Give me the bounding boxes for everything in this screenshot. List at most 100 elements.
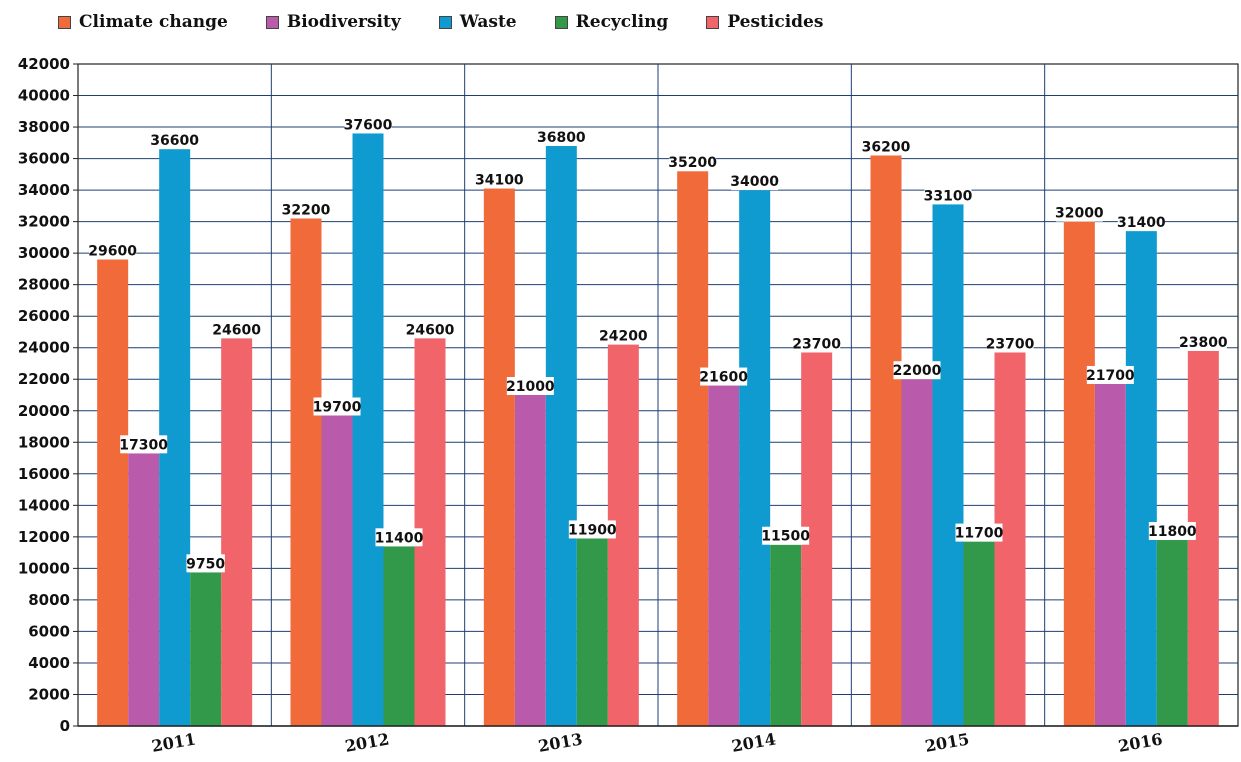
bar bbox=[97, 259, 129, 726]
data-label: 24600 bbox=[406, 322, 455, 338]
bar bbox=[128, 453, 160, 726]
data-label: 19700 bbox=[313, 399, 362, 415]
y-tick-label: 4000 bbox=[28, 654, 70, 672]
y-tick-label: 34000 bbox=[18, 181, 70, 199]
bar bbox=[770, 544, 802, 726]
bar bbox=[221, 338, 253, 726]
data-label: 21000 bbox=[506, 379, 555, 395]
y-tick-label: 32000 bbox=[18, 213, 70, 231]
data-label: 22000 bbox=[893, 363, 942, 379]
y-tick-label: 36000 bbox=[18, 150, 70, 168]
legend-label-biodiversity: Biodiversity bbox=[286, 12, 401, 32]
legend-swatch-waste bbox=[438, 15, 452, 29]
data-label: 11800 bbox=[1148, 524, 1197, 540]
data-label-bg bbox=[313, 397, 361, 416]
legend-label-recycling: Recycling bbox=[575, 12, 669, 32]
y-tick-label: 40000 bbox=[18, 87, 70, 105]
data-label: 11400 bbox=[375, 530, 424, 546]
legend-label-climate-change: Climate change bbox=[79, 12, 228, 32]
data-label: 37600 bbox=[344, 117, 393, 133]
bar bbox=[901, 379, 933, 726]
bar bbox=[677, 171, 709, 726]
y-tick-label: 38000 bbox=[18, 118, 70, 136]
data-label: 33100 bbox=[924, 188, 973, 204]
data-label: 17300 bbox=[119, 437, 168, 453]
data-label: 36800 bbox=[537, 130, 586, 146]
bar bbox=[1094, 383, 1126, 726]
data-label: 24200 bbox=[599, 329, 648, 345]
data-label: 21600 bbox=[699, 370, 748, 386]
y-tick-label: 14000 bbox=[18, 496, 70, 514]
data-label-bg bbox=[344, 115, 392, 134]
data-label-bg bbox=[1148, 522, 1196, 541]
y-tick-label: 42000 bbox=[18, 55, 70, 73]
data-label: 23700 bbox=[792, 336, 841, 352]
data-label-bg bbox=[924, 186, 972, 205]
data-label-bg bbox=[537, 127, 585, 146]
data-label-bg bbox=[986, 334, 1034, 353]
data-label-bg bbox=[120, 435, 168, 454]
bar bbox=[290, 218, 322, 726]
data-label: 34000 bbox=[730, 174, 779, 190]
y-tick-label: 6000 bbox=[28, 622, 70, 640]
data-label-bg bbox=[375, 528, 423, 547]
bar bbox=[576, 538, 608, 726]
legend-item-recycling: Recycling bbox=[554, 12, 669, 32]
data-label: 36200 bbox=[862, 139, 911, 155]
data-label: 35200 bbox=[668, 155, 717, 171]
y-tick-label: 12000 bbox=[18, 528, 70, 546]
data-label-bg bbox=[793, 334, 841, 353]
y-tick-label: 20000 bbox=[18, 402, 70, 420]
data-label: 9750 bbox=[186, 556, 225, 572]
y-tick-label: 8000 bbox=[28, 591, 70, 609]
data-label-bg bbox=[1086, 365, 1134, 384]
bar bbox=[321, 415, 353, 726]
legend-swatch-recycling bbox=[554, 15, 568, 29]
data-label-bg bbox=[151, 131, 199, 150]
data-label: 24600 bbox=[212, 322, 261, 338]
legend-swatch-biodiversity bbox=[265, 15, 279, 29]
data-label: 31400 bbox=[1117, 215, 1166, 231]
data-label-bg bbox=[89, 241, 137, 260]
bar bbox=[963, 541, 995, 726]
data-label: 11500 bbox=[761, 529, 810, 545]
bar bbox=[1125, 231, 1157, 727]
bar bbox=[932, 204, 964, 726]
data-label: 32200 bbox=[282, 202, 331, 218]
x-tick-label: 2013 bbox=[537, 729, 584, 755]
bar bbox=[190, 572, 222, 726]
y-tick-label: 30000 bbox=[18, 244, 70, 262]
x-tick-label: 2015 bbox=[923, 729, 970, 755]
data-label-bg bbox=[700, 367, 748, 386]
x-tick-label: 2016 bbox=[1117, 729, 1164, 755]
bar bbox=[545, 145, 577, 726]
data-label: 29600 bbox=[88, 243, 137, 259]
data-label-bg bbox=[213, 320, 261, 339]
data-label-bg bbox=[599, 326, 647, 345]
data-label: 32000 bbox=[1055, 206, 1104, 222]
bar bbox=[870, 155, 902, 726]
data-label-bg bbox=[506, 377, 554, 395]
data-label-bg bbox=[1117, 213, 1165, 232]
legend-label-pesticides: Pesticides bbox=[727, 12, 824, 32]
data-label-bg bbox=[1179, 332, 1227, 351]
y-tick-label: 2000 bbox=[28, 685, 70, 703]
y-tick-label: 28000 bbox=[18, 276, 70, 294]
legend: Climate change Biodiversity Waste Recycl… bbox=[58, 8, 861, 36]
legend-swatch-pesticides bbox=[706, 15, 720, 29]
data-label: 23800 bbox=[1179, 335, 1228, 351]
bar bbox=[739, 190, 771, 727]
bar bbox=[708, 385, 740, 726]
bar bbox=[1063, 221, 1095, 726]
bar bbox=[352, 133, 384, 726]
data-label: 11700 bbox=[955, 526, 1004, 542]
y-tick-label: 26000 bbox=[18, 307, 70, 325]
y-tick-label: 24000 bbox=[18, 339, 70, 357]
data-label-bg bbox=[669, 153, 717, 172]
legend-swatch-climate-change bbox=[58, 15, 71, 29]
x-tick-label: 2014 bbox=[730, 729, 777, 755]
data-label-bg bbox=[282, 200, 330, 219]
data-label: 23700 bbox=[986, 336, 1035, 352]
data-label-bg bbox=[1055, 203, 1103, 222]
